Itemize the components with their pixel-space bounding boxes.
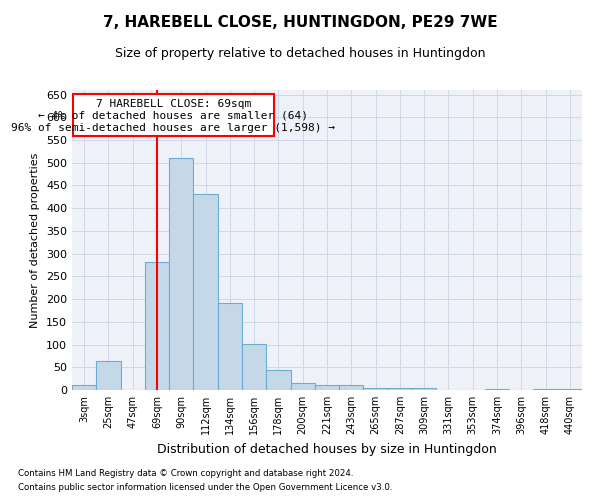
Text: ← 4% of detached houses are smaller (64): ← 4% of detached houses are smaller (64) (38, 111, 308, 121)
X-axis label: Distribution of detached houses by size in Huntingdon: Distribution of detached houses by size … (157, 442, 497, 456)
Bar (364, 388, 388, 390)
Bar (73, 94, 274, 136)
Text: 7 HAREBELL CLOSE: 69sqm: 7 HAREBELL CLOSE: 69sqm (96, 100, 251, 110)
Bar (169, 158, 193, 390)
Bar (388, 388, 412, 390)
Bar (290, 383, 315, 390)
Bar (145, 262, 169, 390)
Bar (339, 386, 364, 390)
Bar (266, 370, 290, 390)
Bar (533, 388, 558, 390)
Bar (72, 386, 96, 390)
Y-axis label: Number of detached properties: Number of detached properties (31, 152, 40, 328)
Bar (558, 388, 582, 390)
Text: 96% of semi-detached houses are larger (1,598) →: 96% of semi-detached houses are larger (… (11, 123, 335, 133)
Bar (315, 386, 339, 390)
Bar (242, 344, 266, 390)
Bar (96, 362, 121, 390)
Text: Contains HM Land Registry data © Crown copyright and database right 2024.: Contains HM Land Registry data © Crown c… (18, 468, 353, 477)
Bar (412, 388, 436, 390)
Text: Contains public sector information licensed under the Open Government Licence v3: Contains public sector information licen… (18, 484, 392, 492)
Bar (485, 388, 509, 390)
Text: Size of property relative to detached houses in Huntingdon: Size of property relative to detached ho… (115, 48, 485, 60)
Text: 7, HAREBELL CLOSE, HUNTINGDON, PE29 7WE: 7, HAREBELL CLOSE, HUNTINGDON, PE29 7WE (103, 15, 497, 30)
Bar (218, 302, 242, 390)
Bar (193, 194, 218, 390)
